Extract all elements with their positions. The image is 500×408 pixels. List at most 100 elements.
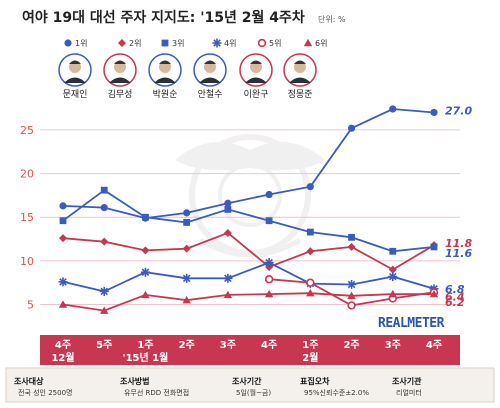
data-point: [100, 306, 109, 314]
candidate-avatar: [239, 53, 273, 87]
x-tick-label: 4주: [55, 339, 71, 351]
data-point: [223, 228, 232, 237]
data-point: [141, 246, 150, 255]
footer-text: 5일(월~금): [236, 388, 271, 397]
series-line-2: [62, 189, 435, 253]
data-point: [100, 186, 108, 194]
data-point: [347, 301, 356, 310]
data-point: [388, 265, 397, 274]
x-tick-label: 4주: [261, 339, 277, 351]
legend-marker: [257, 38, 267, 48]
data-point: [306, 247, 315, 256]
legend-marker: [303, 38, 313, 47]
y-tick-label: 5: [27, 299, 34, 312]
data-point: [100, 237, 109, 246]
end-labels: 27.0 11.811.6 6.86.46.2: [445, 104, 472, 309]
end-value-label: 6.4: [445, 290, 465, 303]
footer-label: 조사기관: [392, 376, 422, 386]
data-point: [429, 289, 439, 298]
candidate-avatar: [103, 53, 137, 87]
x-axis-band: [40, 335, 460, 365]
y-axis: 5 10 15 20 25: [20, 124, 34, 312]
data-point: [388, 272, 398, 282]
legend-marker: [118, 39, 126, 47]
legend-marker: [212, 38, 222, 48]
x-tick-label: 2주: [343, 339, 359, 351]
data-point: [182, 273, 192, 283]
data-point: [348, 233, 355, 241]
end-value-label: 6.2: [445, 296, 465, 309]
series-line-3: [62, 261, 435, 293]
chart-title: 여야 19대 대선 주자 지지도: '15년 2월 4주차: [22, 9, 305, 26]
data-point: [59, 234, 67, 243]
data-point: [224, 205, 232, 213]
data-point: [347, 124, 356, 132]
plot-area: 5 10 15 20 25 27.0 11.811.6 6.86.46.2: [20, 104, 472, 314]
data-point: [389, 105, 397, 113]
x-tick-label: 3주: [385, 339, 401, 351]
series-line-5: [62, 292, 434, 312]
x-tick-sublabel: 2월: [302, 352, 318, 364]
footer-label: 조사방법: [120, 376, 149, 386]
x-tick-label: 4주: [426, 339, 442, 351]
data-point: [347, 279, 357, 289]
y-tick-label: 10: [20, 255, 34, 268]
series-markers: [58, 105, 439, 314]
legend-label: 6위: [315, 39, 327, 48]
data-point: [183, 209, 191, 217]
series-lines: [62, 108, 435, 312]
data-point: [58, 277, 68, 287]
data-point: [264, 258, 274, 268]
data-point: [389, 247, 397, 255]
end-value-label: 11.8: [445, 237, 472, 250]
data-point: [265, 217, 273, 225]
data-point: [142, 213, 149, 221]
footer-label: 조사기간: [232, 376, 262, 386]
x-tick-label: 2주: [179, 339, 195, 351]
data-point: [306, 278, 315, 287]
y-tick-label: 25: [20, 124, 34, 137]
candidate-name: 정몽준: [288, 89, 313, 100]
data-point: [264, 275, 274, 284]
x-tick-label: 1주: [137, 339, 153, 351]
candidate-name: 김무성: [108, 88, 133, 100]
candidate-name: 이완구: [244, 89, 269, 100]
data-point: [223, 290, 233, 299]
data-point: [264, 289, 274, 298]
candidate-name: 문재인: [63, 89, 88, 100]
gridlines: [40, 129, 460, 306]
footer-label: 조사대상: [14, 376, 44, 386]
data-point: [347, 242, 356, 251]
end-value-label: 6.8: [445, 283, 465, 296]
x-tick-label: 1주: [302, 339, 318, 351]
data-point: [182, 295, 191, 304]
legend-marker: [64, 39, 72, 47]
y-tick-label: 15: [20, 211, 34, 224]
data-point: [58, 300, 68, 308]
footer-text: 유무선 RDD 전화면접: [124, 388, 189, 397]
y-tick-label: 20: [20, 168, 34, 181]
footer-text: 95%신뢰수준±2.0%: [304, 388, 369, 397]
series-line-0: [62, 108, 435, 220]
x-tick-label: 5주: [96, 339, 112, 351]
legend-label: 5위: [269, 39, 281, 48]
legend-label: 4위: [224, 39, 236, 48]
x-tick-sublabel: 12월: [51, 352, 74, 364]
data-point: [388, 289, 397, 298]
unit-label: 단위: %: [318, 14, 346, 24]
series-line-1: [62, 231, 435, 271]
data-point: [182, 244, 191, 253]
footer-text: 전국 성인 2500명: [18, 388, 72, 397]
data-point: [183, 219, 191, 226]
data-point: [223, 273, 233, 283]
data-point: [99, 286, 109, 296]
legend-label: 3위: [172, 39, 184, 48]
footer-label: 표집오차: [300, 376, 330, 386]
data-point: [59, 217, 67, 225]
data-point: [347, 291, 356, 300]
end-value-label: 27.0: [445, 104, 472, 117]
data-point: [430, 108, 438, 117]
data-point: [306, 183, 314, 191]
